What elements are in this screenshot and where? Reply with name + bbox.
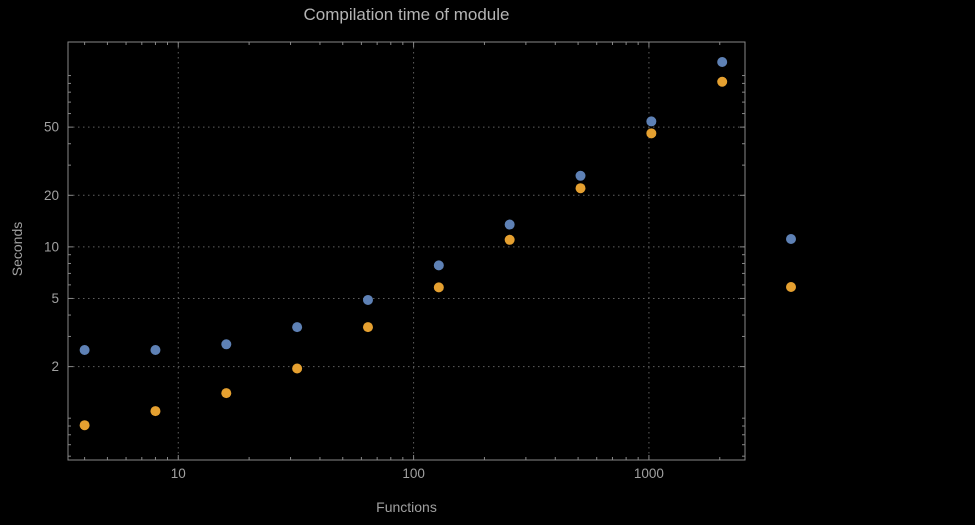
data-point-series-1: [433, 260, 444, 271]
y-tick-label: 2: [51, 359, 59, 374]
data-point-series-1: [150, 345, 161, 356]
x-tick-label: 1000: [634, 466, 664, 481]
data-point-series-1: [717, 56, 728, 67]
data-point-series-1: [362, 294, 373, 305]
data-point-series-2: [79, 420, 90, 431]
x-tick-label: 10: [171, 466, 186, 481]
data-point-series-1: [292, 322, 303, 333]
legend-marker-series-2: [786, 282, 796, 292]
y-tick-label: 5: [51, 291, 59, 306]
legend-marker-series-1: [786, 234, 796, 244]
data-point-series-1: [79, 345, 90, 356]
x-tick-label: 100: [402, 466, 425, 481]
data-point-series-2: [504, 234, 515, 245]
y-tick-label: 20: [44, 188, 59, 203]
data-point-series-2: [575, 183, 586, 194]
data-point-series-1: [504, 219, 515, 230]
data-point-series-2: [646, 128, 657, 139]
y-tick-label: 10: [44, 239, 59, 254]
plot-frame: [67, 41, 746, 461]
x-axis-label: Functions: [376, 499, 437, 515]
data-point-series-2: [362, 322, 373, 333]
chart-title: Compilation time of module: [303, 5, 510, 24]
data-point-series-1: [221, 339, 232, 350]
data-point-series-2: [150, 406, 161, 417]
y-axis-label: Seconds: [9, 221, 25, 277]
data-point-series-2: [717, 76, 728, 87]
y-tick-label: 50: [44, 120, 59, 135]
data-point-series-2: [292, 363, 303, 374]
data-point-series-1: [575, 170, 586, 181]
data-point-series-2: [221, 388, 232, 399]
data-point-series-2: [433, 282, 444, 293]
data-point-series-1: [646, 116, 657, 127]
